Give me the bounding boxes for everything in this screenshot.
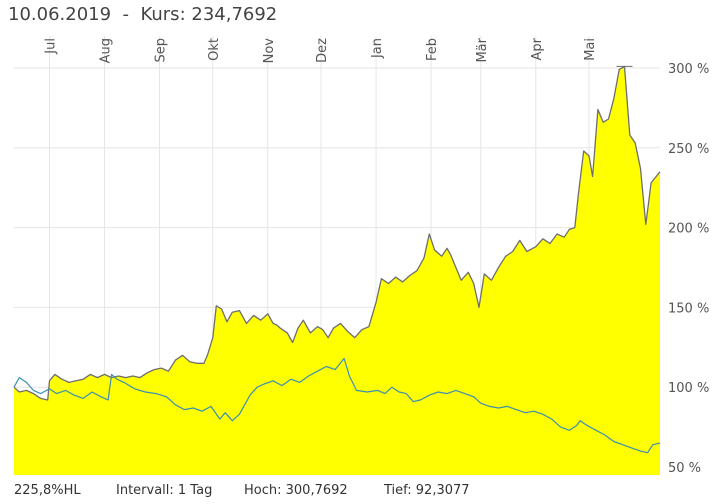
x-tick-label: Jan [370,38,385,59]
footer-interval: Intervall: 1 Tag [116,483,213,498]
x-tick-label: Mär [475,37,490,62]
area-layer [14,66,660,476]
x-tick-label: Feb [425,38,440,61]
y-tick-label: 50 % [668,461,701,476]
y-tick-label: 250 % [668,142,709,157]
x-tick-label: Okt [207,38,222,61]
chart-footer: 225,8%HL Intervall: 1 Tag Hoch: 300,7692… [0,480,728,504]
main-series-area [14,66,660,476]
x-tick-label: Nov [262,38,277,64]
header-price-label: Kurs: [140,4,186,25]
header-price-value: 234,7692 [191,4,278,25]
footer-high: Hoch: 300,7692 [244,483,348,498]
footer-performance: 225,8%HL [14,483,81,498]
chart-header: 10.06.2019 - Kurs: 234,7692 [8,4,277,25]
y-tick-label: 300 % [668,62,709,77]
header-date: 10.06.2019 [8,4,112,25]
x-tick-label: Jul [43,38,58,55]
y-tick-label: 100 % [668,381,709,396]
header-separator: - [122,4,130,25]
x-axis-ticks: Jul Aug Sep Okt Nov Dez Jan Feb Mär Apr Mai [43,37,598,63]
y-tick-label: 150 % [668,301,709,316]
benchmark-series-line [13,357,661,454]
y-tick-label: 200 % [668,222,709,237]
x-tick-label: Dez [315,38,330,63]
x-tick-label: Mai [583,38,598,61]
line-layer [13,65,661,454]
main-series-line [13,65,661,401]
y-axis-ticks: 50 % 100 % 150 % 200 % 250 % 300 % [668,62,709,476]
x-tick-label: Sep [154,38,169,63]
footer-low: Tief: 92,3077 [384,483,470,498]
x-tick-label: Apr [530,37,545,60]
performance-chart: Jul Aug Sep Okt Nov Dez Jan Feb Mär Apr Mai 50 % 10… [13,36,709,476]
x-tick-label: Aug [99,38,114,63]
